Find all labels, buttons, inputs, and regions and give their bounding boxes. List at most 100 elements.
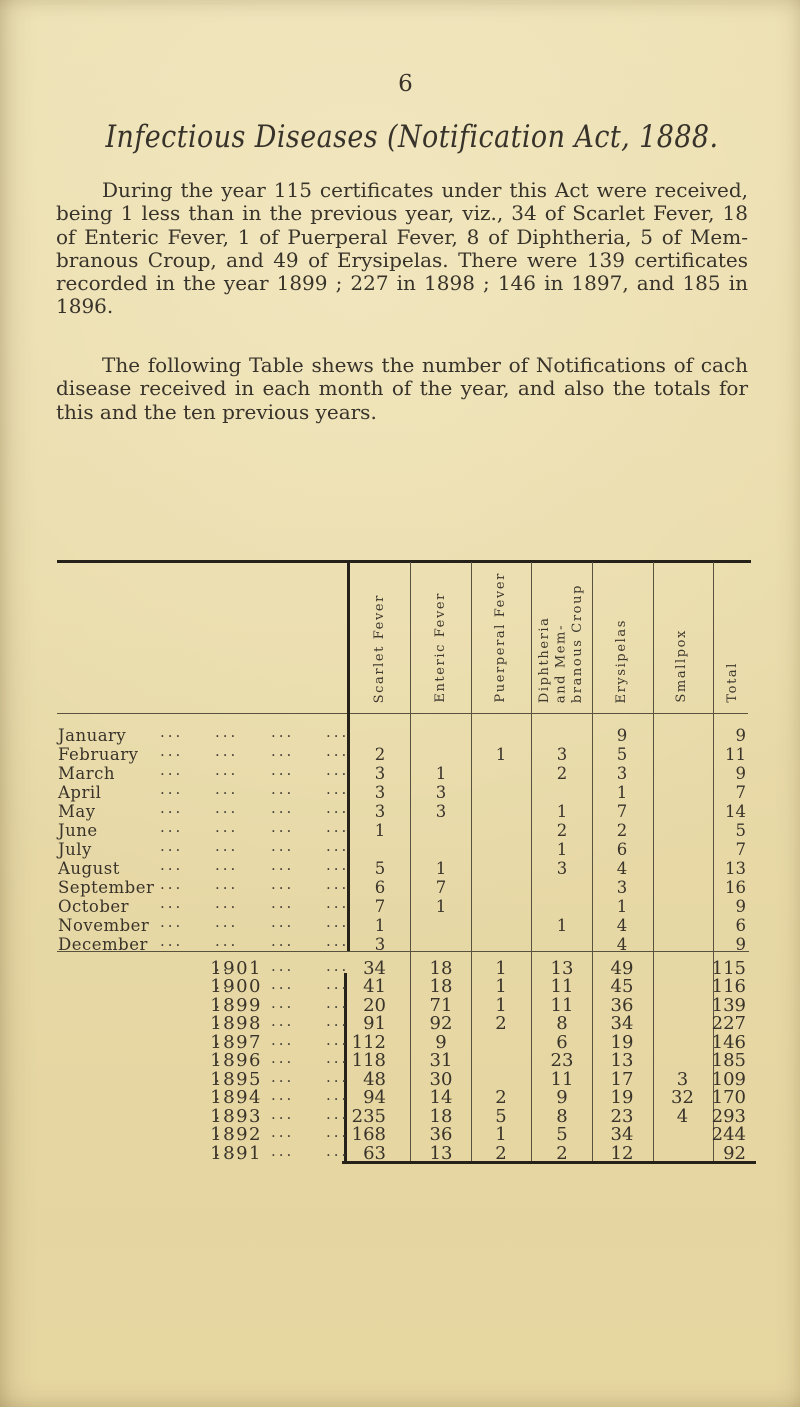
cell-puerperal-fever (471, 764, 531, 783)
cell-erysipelas: 6 (616, 840, 628, 859)
dot-leader: ... (271, 761, 295, 779)
year-rows-section: 1901 ... ... ... 34 18 1 13 49 115 1900 … (57, 957, 748, 1164)
column-header-total: Total (713, 563, 753, 711)
cell-diphtheria-croup: 1 (556, 802, 568, 821)
cell-puerperal-fever (471, 840, 531, 859)
cell-enteric-fever (411, 916, 471, 935)
cell-enteric-fever: 31 (429, 1050, 453, 1071)
cell-puerperal-fever: 1 (495, 1124, 507, 1145)
dot-leader: ... (215, 837, 239, 855)
dot-leader: ... (160, 913, 184, 931)
paragraph-line: being 1 less than in the previous year, … (56, 201, 748, 226)
table-intro-paragraph: The following Table shews the number of … (56, 353, 748, 424)
dot-leader: ... (326, 993, 350, 1012)
month-label: April (58, 783, 102, 802)
cell-total: 146 (711, 1031, 746, 1053)
cell-scarlet-fever: 2 (374, 745, 386, 764)
cell-total: 170 (711, 1087, 746, 1108)
dot-leader: ... (271, 1012, 295, 1030)
cell-total: 9 (735, 726, 747, 745)
cell-total: 244 (711, 1124, 746, 1145)
year-label: 1899 (210, 994, 262, 1016)
column-header-erysipelas: Erysipelas (593, 563, 652, 711)
column-header-scarlet-fever: Scarlet Fever (350, 563, 410, 711)
paragraph-line: this and the ten previous years. (56, 399, 377, 424)
cell-erysipelas: 3 (616, 764, 628, 783)
cell-enteric-fever: 3 (435, 802, 447, 821)
dot-leader: ... (215, 975, 239, 993)
table-border-bottom (342, 1160, 756, 1165)
cell-puerperal-fever (471, 878, 531, 897)
cell-puerperal-fever (471, 916, 531, 935)
year-row: 1891 ... ... ... 63 13 2 2 12 92 (57, 1141, 748, 1164)
cell-scarlet-fever: 168 (351, 1124, 386, 1145)
cell-scarlet-fever: 41 (363, 976, 386, 997)
cell-enteric-fever (411, 745, 471, 764)
cell-enteric-fever: 36 (429, 1124, 453, 1145)
cell-diphtheria-croup: 3 (556, 859, 568, 878)
table-vertical-rule-main-lower (343, 973, 347, 1161)
month-row: September ... ... ... ... 6 7 3 16 (57, 875, 748, 897)
page-title: Infectious Diseases (Notification Act, 1… (105, 119, 719, 155)
cell-scarlet-fever: 6 (374, 878, 386, 897)
cell-diphtheria-croup: 8 (556, 1013, 568, 1034)
dot-leader: ... (271, 894, 295, 912)
dot-leader: ... (326, 761, 350, 779)
dot-leader: ... (215, 932, 239, 950)
cell-puerperal-fever: 1 (495, 745, 507, 764)
year-row: 1894 ... ... ... 94 14 2 9 19 32 170 (57, 1086, 748, 1108)
dot-leader: ... (271, 932, 295, 950)
cell-erysipelas: 1 (616, 783, 628, 802)
dot-leader: ... (215, 742, 239, 760)
month-row: January ... ... ... ... 9 9 (57, 723, 748, 745)
cell-scarlet-fever: 94 (363, 1087, 386, 1108)
dot-leader: ... (160, 799, 184, 817)
paragraph-line: disease received in each month of the ye… (56, 376, 748, 401)
dot-leader: ... (215, 1049, 239, 1067)
dot-leader: ... (326, 975, 350, 993)
dot-leader: ... (271, 875, 295, 893)
dot-leader: ... (215, 780, 239, 798)
dot-leader: ... (326, 856, 350, 874)
dot-leader: ... (326, 1123, 350, 1141)
cell-erysipelas: 9 (616, 726, 628, 745)
year-row: 1900 ... ... ... 41 18 1 11 45 116 (57, 975, 748, 997)
cell-scarlet-fever: 1 (374, 821, 386, 840)
year-label: 1897 (210, 1031, 262, 1053)
cell-total: 7 (735, 783, 747, 802)
cell-erysipelas: 45 (610, 976, 634, 997)
dot-leader: ... (326, 1086, 350, 1104)
dot-leader: ... (215, 856, 239, 874)
month-label: November (58, 916, 150, 935)
year-row: 1895 ... ... ... 48 30 11 17 3 109 (57, 1067, 748, 1090)
month-rows-section: January ... ... ... ... 9 9 February ...… (57, 723, 748, 954)
dot-leader: ... (160, 742, 184, 760)
column-header-smallpox: Smallpox (653, 563, 712, 711)
cell-total: 9 (735, 897, 747, 916)
dot-leader: ... (160, 723, 184, 741)
cell-puerperal-fever: 1 (495, 994, 507, 1016)
cell-total: 5 (735, 821, 747, 840)
dot-leader: ... (326, 780, 350, 798)
cell-total: 16 (725, 878, 746, 897)
cell-puerperal-fever (471, 726, 531, 745)
cell-puerperal-fever: 2 (495, 1142, 507, 1164)
cell-enteric-fever (411, 726, 471, 745)
cell-diphtheria-croup: 11 (550, 994, 574, 1016)
dot-leader: ... (215, 1067, 239, 1086)
dot-leader: ... (271, 1104, 295, 1123)
dot-leader: ... (160, 932, 184, 950)
cell-erysipelas: 4 (616, 859, 628, 878)
dot-leader: ... (215, 1141, 239, 1160)
cell-scarlet-fever (350, 726, 410, 745)
cell-enteric-fever: 13 (429, 1142, 453, 1164)
dot-leader: ... (215, 913, 239, 931)
cell-puerperal-fever (471, 821, 531, 840)
dot-leader: ... (326, 1141, 350, 1160)
month-label: January (58, 726, 127, 745)
paragraph-line: During the year 115 certificates under t… (102, 178, 748, 202)
year-row: 1897 ... ... ... 112 9 6 19 146 (57, 1031, 748, 1053)
month-label: September (58, 878, 155, 897)
cell-smallpox: 4 (676, 1105, 689, 1127)
cell-scarlet-fever: 20 (363, 994, 386, 1016)
